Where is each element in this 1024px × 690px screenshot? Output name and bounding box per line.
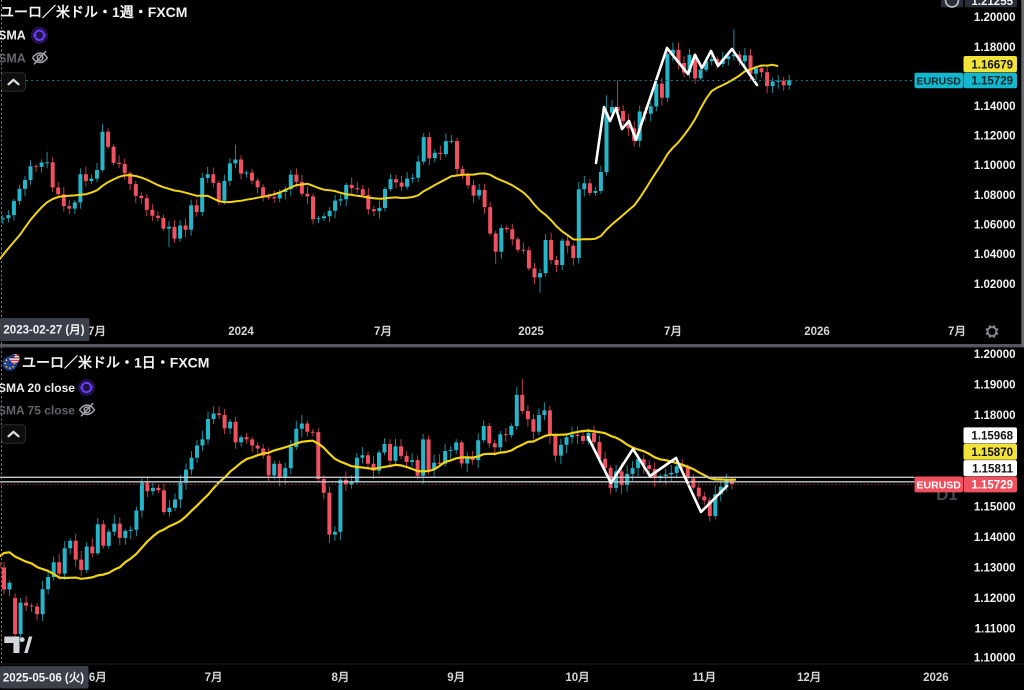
- svg-text:11月: 11月: [692, 671, 716, 684]
- svg-text:1.18000: 1.18000: [974, 42, 1016, 54]
- svg-text:8月: 8月: [331, 671, 349, 684]
- svg-text:2023-02-27 (月): 2023-02-27 (月): [3, 324, 84, 337]
- svg-text:1.15729: 1.15729: [971, 76, 1013, 88]
- svg-text:2025: 2025: [518, 326, 544, 338]
- svg-text:1.15811: 1.15811: [972, 463, 1014, 475]
- svg-text:1.15870: 1.15870: [971, 447, 1013, 459]
- svg-text:SMA: SMA: [0, 29, 26, 43]
- svg-text:1.20000: 1.20000: [974, 349, 1016, 361]
- svg-text:1.06000: 1.06000: [974, 220, 1016, 232]
- svg-text:SMA 75 close: SMA 75 close: [0, 404, 75, 418]
- svg-text:1.10000: 1.10000: [974, 653, 1016, 665]
- svg-text:1.04000: 1.04000: [974, 249, 1016, 261]
- svg-text:1.11000: 1.11000: [975, 624, 1016, 636]
- svg-text:6月: 6月: [89, 671, 107, 684]
- svg-text:10月: 10月: [565, 671, 589, 684]
- svg-text:1.15968: 1.15968: [971, 431, 1013, 443]
- svg-text:ユーロ／米ドル・1週・FXCM: ユーロ／米ドル・1週・FXCM: [0, 4, 187, 20]
- svg-text:1.14000: 1.14000: [974, 101, 1016, 113]
- svg-text:1.20000: 1.20000: [974, 12, 1016, 24]
- svg-text:EURUSD: EURUSD: [917, 479, 962, 491]
- svg-text:1.08000: 1.08000: [974, 190, 1016, 202]
- svg-text:2026: 2026: [804, 326, 830, 338]
- svg-text:1.19000: 1.19000: [974, 380, 1016, 392]
- svg-text:7月: 7月: [88, 325, 106, 338]
- svg-text:1.13000: 1.13000: [974, 563, 1016, 575]
- svg-text:1.02000: 1.02000: [974, 279, 1016, 291]
- svg-text:12月: 12月: [797, 671, 821, 684]
- svg-text:EURUSD: EURUSD: [917, 75, 962, 87]
- svg-text:2025-05-06 (火): 2025-05-06 (火): [3, 671, 84, 684]
- svg-text:1.15729: 1.15729: [971, 480, 1013, 492]
- svg-text:1.12000: 1.12000: [974, 131, 1016, 143]
- svg-text:SMA: SMA: [0, 52, 26, 66]
- svg-text:1.16679: 1.16679: [971, 59, 1013, 71]
- svg-text:SMA 20 close: SMA 20 close: [0, 381, 75, 395]
- svg-text:7月: 7月: [374, 325, 392, 338]
- svg-text:1.14000: 1.14000: [974, 532, 1016, 544]
- svg-text:7月: 7月: [664, 325, 682, 338]
- svg-text:1.12000: 1.12000: [974, 593, 1016, 605]
- svg-text:1.21255: 1.21255: [971, 0, 1013, 8]
- svg-text:9月: 9月: [447, 671, 465, 684]
- svg-text:2024: 2024: [228, 326, 254, 338]
- svg-text:1.15000: 1.15000: [974, 502, 1016, 514]
- svg-text:2026: 2026: [923, 672, 949, 684]
- svg-text:ユーロ／米ドル・1日・FXCM: ユーロ／米ドル・1日・FXCM: [22, 355, 209, 371]
- svg-text:7月: 7月: [205, 671, 223, 684]
- svg-text:1.18000: 1.18000: [974, 410, 1016, 422]
- svg-text:1.10000: 1.10000: [974, 160, 1016, 172]
- svg-text:7月: 7月: [948, 325, 966, 338]
